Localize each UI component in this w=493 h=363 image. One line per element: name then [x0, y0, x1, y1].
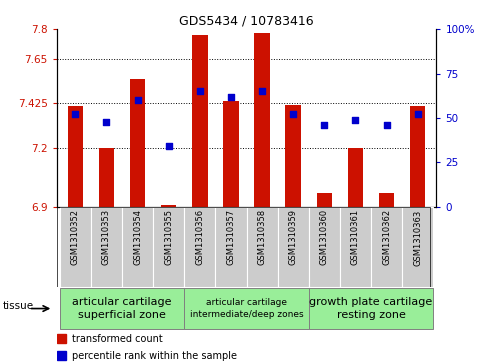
Bar — [60, 207, 91, 287]
Bar — [184, 287, 309, 330]
Bar — [402, 207, 433, 287]
Text: GSM1310361: GSM1310361 — [351, 209, 360, 265]
Bar — [309, 287, 433, 330]
Bar — [184, 207, 215, 287]
Text: GSM1310352: GSM1310352 — [71, 209, 80, 265]
Bar — [192, 35, 208, 207]
Text: GSM1310363: GSM1310363 — [413, 209, 422, 266]
Point — [134, 97, 141, 103]
Text: GSM1310360: GSM1310360 — [320, 209, 329, 265]
Bar — [57, 334, 66, 343]
Point — [352, 117, 359, 123]
Point — [383, 122, 390, 128]
Bar — [278, 207, 309, 287]
Text: GSM1310359: GSM1310359 — [289, 209, 298, 265]
Bar — [309, 207, 340, 287]
Bar — [60, 287, 184, 330]
Bar — [379, 193, 394, 207]
Text: GSM1310357: GSM1310357 — [226, 209, 236, 265]
Bar — [153, 207, 184, 287]
Bar — [317, 193, 332, 207]
Bar — [215, 207, 246, 287]
Bar — [371, 207, 402, 287]
Text: tissue: tissue — [2, 301, 34, 311]
Bar — [57, 351, 66, 360]
Text: percentile rank within the sample: percentile rank within the sample — [72, 351, 237, 361]
Text: articular cartilage
intermediate/deep zones: articular cartilage intermediate/deep zo… — [190, 298, 303, 319]
Title: GDS5434 / 10783416: GDS5434 / 10783416 — [179, 15, 314, 28]
Bar — [348, 148, 363, 207]
Bar — [285, 105, 301, 207]
Bar — [254, 33, 270, 207]
Bar — [223, 101, 239, 207]
Bar — [161, 205, 176, 207]
Point — [165, 143, 173, 149]
Point — [227, 94, 235, 99]
Text: GSM1310362: GSM1310362 — [382, 209, 391, 265]
Point — [71, 111, 79, 117]
Point — [320, 122, 328, 128]
Point — [258, 88, 266, 94]
Text: GSM1310355: GSM1310355 — [164, 209, 173, 265]
Text: GSM1310353: GSM1310353 — [102, 209, 111, 265]
Bar — [122, 207, 153, 287]
Bar — [130, 79, 145, 207]
Text: GSM1310354: GSM1310354 — [133, 209, 142, 265]
Text: articular cartilage
superficial zone: articular cartilage superficial zone — [72, 297, 172, 320]
Point — [289, 111, 297, 117]
Bar — [68, 106, 83, 207]
Bar — [410, 106, 425, 207]
Bar — [246, 207, 278, 287]
Point — [103, 119, 110, 125]
Bar — [340, 207, 371, 287]
Text: transformed count: transformed count — [72, 334, 163, 344]
Text: growth plate cartilage
resting zone: growth plate cartilage resting zone — [309, 297, 432, 320]
Point — [414, 111, 422, 117]
Bar — [99, 148, 114, 207]
Point — [196, 88, 204, 94]
Text: GSM1310358: GSM1310358 — [257, 209, 267, 265]
Bar — [91, 207, 122, 287]
Text: GSM1310356: GSM1310356 — [195, 209, 204, 265]
